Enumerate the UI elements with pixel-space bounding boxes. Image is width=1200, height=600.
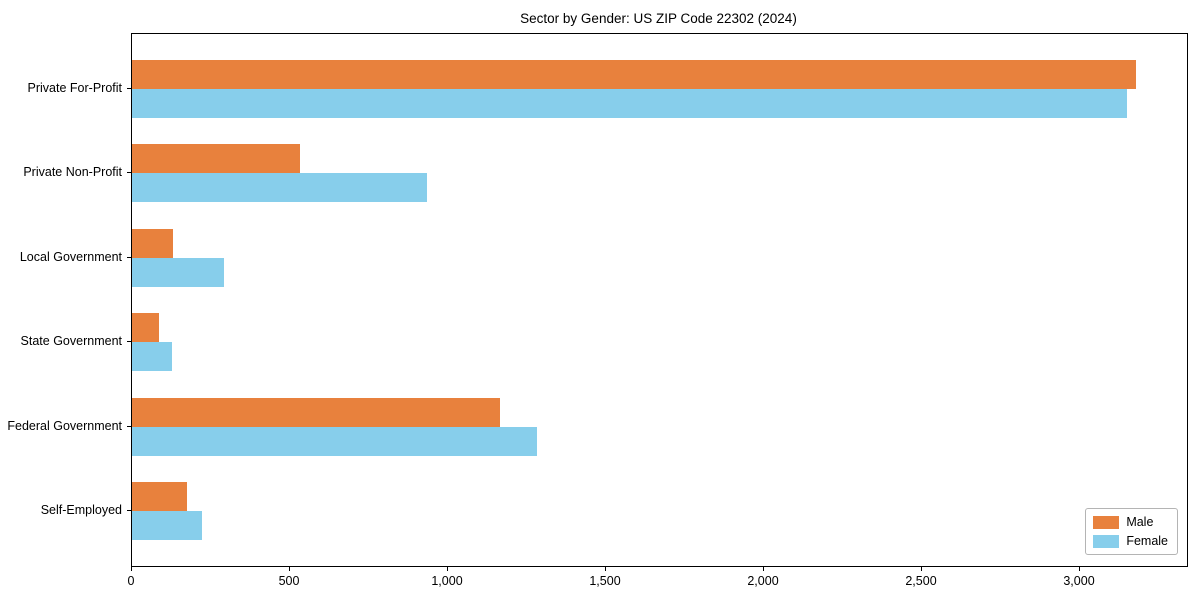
plot-area: Male Female: [131, 33, 1188, 567]
male-series-swatch: [1093, 515, 1120, 529]
bar-female-2: [132, 258, 224, 287]
bar-male-5: [132, 482, 187, 511]
bar-male-4: [132, 398, 500, 427]
y-tick-label: State Government: [20, 334, 122, 348]
y-tick: [127, 426, 131, 427]
y-tick: [127, 510, 131, 511]
y-tick: [127, 172, 131, 173]
x-tick: [289, 567, 290, 571]
y-tick-label: Federal Government: [7, 419, 122, 433]
x-tick: [605, 567, 606, 571]
bar-female-4: [132, 427, 537, 456]
x-tick: [763, 567, 764, 571]
y-tick-label: Local Government: [19, 250, 122, 264]
chart-title: Sector by Gender: US ZIP Code 22302 (202…: [520, 11, 797, 26]
x-tick: [131, 567, 132, 571]
x-tick-label: 2,500: [905, 574, 937, 588]
x-tick: [1079, 567, 1080, 571]
bar-female-3: [132, 342, 172, 371]
legend: Male Female: [1085, 508, 1178, 555]
x-tick-label: 0: [127, 574, 135, 588]
x-tick-label: 3,000: [1063, 574, 1095, 588]
y-tick-label: Private For-Profit: [27, 81, 122, 95]
y-tick-label: Private Non-Profit: [23, 165, 122, 179]
y-tick: [127, 88, 131, 89]
bar-male-0: [132, 60, 1136, 89]
bar-female-0: [132, 89, 1127, 118]
bar-female-5: [132, 511, 202, 540]
y-tick: [127, 341, 131, 342]
legend-item-female: Female: [1093, 534, 1168, 548]
x-tick-label: 1,000: [431, 574, 463, 588]
bar-female-1: [132, 173, 427, 202]
x-tick: [447, 567, 448, 571]
legend-item-male: Male: [1093, 515, 1168, 529]
y-tick-label: Self-Employed: [40, 503, 122, 517]
bar-male-2: [132, 229, 173, 258]
legend-label-female: Female: [1126, 534, 1168, 548]
x-tick-label: 2,000: [747, 574, 779, 588]
bar-male-3: [132, 313, 159, 342]
y-tick: [127, 257, 131, 258]
x-tick: [921, 567, 922, 571]
x-tick-label: 500: [278, 574, 300, 588]
bar-male-1: [132, 144, 300, 173]
female-series-swatch: [1093, 534, 1120, 548]
legend-label-male: Male: [1126, 515, 1154, 529]
x-tick-label: 1,500: [589, 574, 621, 588]
